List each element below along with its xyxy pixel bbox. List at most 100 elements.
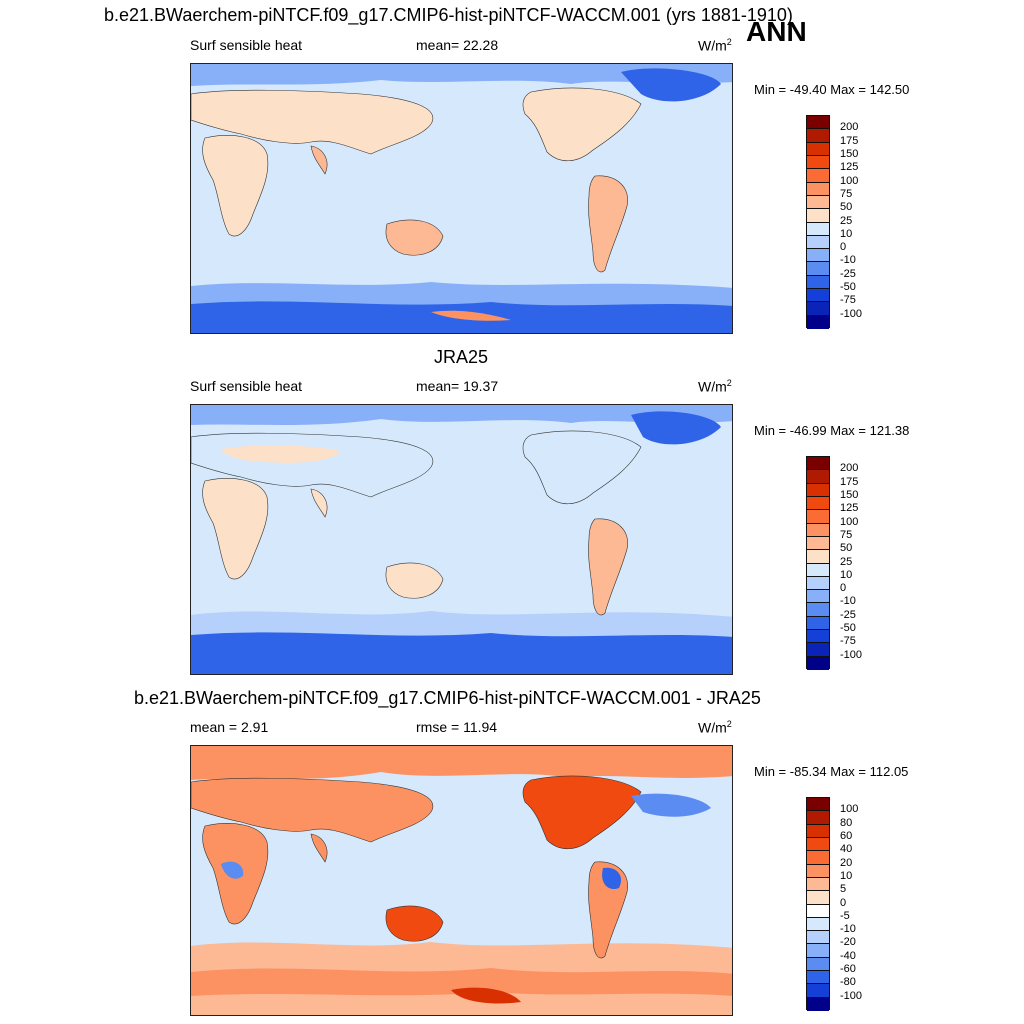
south-america-landmass xyxy=(588,518,628,616)
arctic-warm-band xyxy=(191,746,732,780)
north-america-landmass xyxy=(522,430,642,505)
colorbar-tick-label: 25 xyxy=(840,555,853,568)
panel3-units: W/m2 xyxy=(698,719,732,736)
africa-landmass xyxy=(202,478,269,580)
colorbar-segment xyxy=(807,824,829,838)
colorbar-tick-label: -100 xyxy=(840,307,863,320)
colorbar-tick-label: -25 xyxy=(840,608,856,621)
colorbar-segment xyxy=(807,510,829,524)
colorbar-tick-label: 75 xyxy=(840,187,853,200)
colorbar-tick-label: 20 xyxy=(840,856,853,869)
colorbar-segment xyxy=(807,891,829,905)
australia-landmass xyxy=(385,219,444,256)
colorbar-tick-label: 0 xyxy=(840,896,847,909)
colorbar-tick-label: 200 xyxy=(840,462,859,475)
colorbar-segment xyxy=(807,864,829,878)
colorbar-segment xyxy=(807,616,829,631)
colorbar-tick-label: -100 xyxy=(840,648,863,661)
colorbar-segment xyxy=(807,643,829,657)
colorbar-tick-label: 200 xyxy=(840,121,859,134)
colorbar-segment xyxy=(807,576,829,591)
panel3-minmax: Min = -85.34 Max = 112.05 xyxy=(754,764,909,779)
colorbar-tick-label: 10 xyxy=(840,568,853,581)
colorbar-segment xyxy=(807,563,829,577)
panel1-units: W/m2 xyxy=(698,37,732,54)
arctic-band xyxy=(191,64,732,86)
colorbar-tick-label: -10 xyxy=(840,254,856,267)
colorbar-segment xyxy=(807,811,829,825)
antarctic-band xyxy=(191,632,732,674)
colorbar-segment xyxy=(807,536,829,551)
panel2-title: JRA25 xyxy=(434,347,489,367)
colorbar-tick-label: -10 xyxy=(840,595,856,608)
colorbar-tick-label: -10 xyxy=(840,923,856,936)
colorbar-segment xyxy=(807,851,829,865)
colorbar-segment xyxy=(807,116,829,130)
colorbar-tick-label: 80 xyxy=(840,816,853,829)
africa-cold-patch xyxy=(221,861,244,879)
colorbar-segment xyxy=(807,195,829,210)
colorbar-tick-label: -75 xyxy=(840,635,856,648)
colorbar-tick-label: -60 xyxy=(840,963,856,976)
colorbar-tick-label: -40 xyxy=(840,949,856,962)
colorbar-segment xyxy=(807,470,829,484)
season-label: ANN xyxy=(746,16,807,47)
colorbar-tick-label: -25 xyxy=(840,267,856,280)
panel2-units: W/m2 xyxy=(698,378,732,395)
colorbar-tick-label: 10 xyxy=(840,869,853,882)
panel3-mean-label: mean = 2.91 xyxy=(190,719,269,735)
colorbar-segment xyxy=(807,837,829,852)
colorbar-segment xyxy=(807,235,829,250)
colorbar-segment xyxy=(807,904,829,918)
colorbar-segment xyxy=(807,496,829,511)
colorbar-tick-label: 150 xyxy=(840,488,859,501)
colorbar-segment xyxy=(807,289,829,303)
colorbar-segment xyxy=(807,262,829,276)
colorbar-segment xyxy=(807,957,829,972)
colorbar-tick-label: 100 xyxy=(840,174,859,187)
north-america-landmass xyxy=(522,87,642,162)
colorbar-tick-label: 75 xyxy=(840,528,853,541)
colorbar-tick-label: 125 xyxy=(840,161,859,174)
australia-landmass xyxy=(385,905,444,942)
colorbar-segment xyxy=(807,798,829,812)
colorbar-segment xyxy=(807,971,829,985)
india-landmass xyxy=(310,833,328,863)
colorbar-segment xyxy=(807,182,829,196)
eurasia-landmass xyxy=(191,777,434,843)
panel2-minmax: Min = -46.99 Max = 121.38 xyxy=(754,423,910,438)
colorbar-segment xyxy=(807,877,829,892)
colorbar-segment xyxy=(807,129,829,143)
panel1-map xyxy=(190,63,733,334)
panel1-minmax: Min = -49.40 Max = 142.50 xyxy=(754,82,910,97)
colorbar-segment xyxy=(807,155,829,170)
panel3-colorbar xyxy=(806,797,830,1011)
colorbar-tick-label: 5 xyxy=(840,883,847,896)
colorbar-segment xyxy=(807,984,829,998)
colorbar-segment xyxy=(807,169,829,183)
colorbar-segment xyxy=(807,944,829,958)
colorbar-segment xyxy=(807,315,829,329)
colorbar-tick-label: 175 xyxy=(840,134,859,147)
colorbar-segment xyxy=(807,457,829,471)
colorbar-tick-label: -5 xyxy=(840,909,850,922)
amazon-cold-patch xyxy=(602,867,622,890)
colorbar-segment xyxy=(807,630,829,644)
ross-hot-patch xyxy=(451,987,521,1004)
colorbar-segment xyxy=(807,997,829,1011)
colorbar-tick-label: 0 xyxy=(840,241,847,254)
eurasia-warm-patch xyxy=(221,445,341,463)
colorbar-segment xyxy=(807,222,829,236)
colorbar-tick-label: 0 xyxy=(840,582,847,595)
north-atlantic-cold-patch xyxy=(631,793,711,817)
colorbar-tick-label: -100 xyxy=(840,989,863,1002)
colorbar-tick-label: 10 xyxy=(840,227,853,240)
colorbar-tick-label: 100 xyxy=(840,515,859,528)
colorbar-tick-label: 40 xyxy=(840,843,853,856)
colorbar-segment xyxy=(807,302,829,316)
greenland-region xyxy=(621,68,721,102)
panel1-mean-label: mean= 22.28 xyxy=(416,37,499,53)
panel1-map-svg xyxy=(191,64,732,333)
colorbar-tick-label: 125 xyxy=(840,502,859,515)
colorbar-tick-label: 100 xyxy=(840,803,859,816)
